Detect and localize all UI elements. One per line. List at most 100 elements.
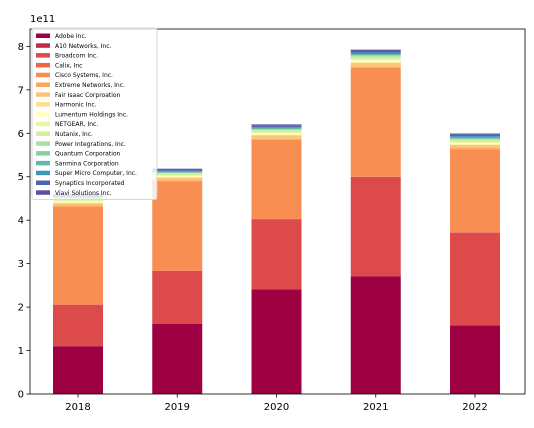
- bar-segment: [450, 136, 500, 138]
- bar-segment: [152, 270, 203, 324]
- y-tick-label: 6: [18, 129, 24, 140]
- bar-segment: [350, 56, 401, 60]
- bar-segment: [251, 138, 302, 140]
- legend-label: Viavi Solutions Inc.: [55, 190, 112, 197]
- bar-segment: [350, 55, 401, 57]
- bar-segment: [350, 276, 401, 394]
- y-tick-label: 4: [18, 216, 24, 227]
- y-tick-label: 7: [18, 85, 24, 96]
- bar-segment: [350, 52, 401, 54]
- bar-segment: [152, 177, 203, 181]
- bar-segment: [53, 346, 103, 394]
- bar-segment: [152, 168, 203, 170]
- bar-segment: [152, 323, 203, 394]
- bar-segment: [450, 148, 500, 150]
- bar-segment: [53, 200, 103, 202]
- bar-segment: [450, 145, 500, 149]
- legend-swatch: [36, 92, 50, 97]
- y-axis-multiplier-label: 1e11: [30, 14, 55, 25]
- y-tick-label: 3: [18, 259, 24, 270]
- x-tick-label: 2020: [264, 402, 289, 413]
- legend-label: Extreme Networks, Inc.: [55, 82, 125, 89]
- legend-label: Super Micro Computer, Inc.: [55, 170, 137, 177]
- bar-segment: [450, 232, 500, 326]
- y-tick-label: 8: [18, 42, 24, 53]
- bar-segment: [152, 175, 203, 176]
- bar-segment: [53, 201, 103, 203]
- bar-segment: [251, 127, 302, 130]
- legend-label: Synaptics Incorporated: [55, 180, 125, 187]
- bar-segment: [450, 141, 500, 143]
- y-tick-label: 2: [18, 303, 24, 314]
- legend-swatch: [36, 62, 50, 68]
- bar-segment: [53, 304, 103, 346]
- bar-segment: [251, 129, 302, 131]
- bar-segment: [152, 171, 203, 173]
- bar-segment: [350, 49, 401, 51]
- legend-label: Calix, Inc: [55, 62, 82, 69]
- bar-segment: [53, 203, 103, 206]
- legend-label: Harmonic Inc.: [55, 102, 97, 109]
- bar-segment: [53, 206, 103, 305]
- bar-segment: [450, 149, 500, 233]
- legend-label: NETGEAR, Inc.: [55, 121, 98, 128]
- bar-segment: [152, 181, 203, 271]
- bar-segment: [450, 142, 500, 145]
- x-tick-label: 2019: [165, 402, 190, 413]
- bar-segment: [450, 134, 500, 137]
- legend-label: Lumentum Holdings Inc.: [55, 111, 128, 118]
- legend-label: A10 Networks, Inc.: [55, 43, 112, 50]
- legend-label: Quantum Corporation: [55, 151, 121, 158]
- legend-swatch: [36, 190, 50, 195]
- plot-frame: [29, 28, 526, 395]
- bar-segment: [350, 59, 401, 61]
- x-tick-label: 2018: [65, 402, 90, 413]
- y-tick-label: 0: [18, 390, 24, 401]
- bar-segment: [251, 124, 302, 126]
- legend-swatch: [36, 160, 50, 166]
- y-tick-label: 1: [18, 346, 24, 357]
- bar-segment: [152, 175, 203, 178]
- bar-segment: [350, 66, 401, 68]
- bar-segment: [350, 50, 401, 53]
- legend-swatch: [36, 121, 50, 127]
- bar-segment: [251, 135, 302, 139]
- bar-segment: [251, 133, 302, 136]
- bar-segment: [350, 53, 401, 56]
- legend-label: Power Integrations, Inc.: [55, 141, 126, 148]
- bar-segment: [152, 180, 203, 182]
- legend-swatch: [36, 180, 50, 185]
- legend-swatch: [36, 170, 50, 176]
- legend-swatch: [36, 111, 50, 117]
- legend-swatch: [36, 82, 50, 87]
- bar-segment: [251, 125, 302, 127]
- bar-segment: [450, 137, 500, 139]
- bar-segment: [251, 130, 302, 133]
- bar-segment: [251, 219, 302, 290]
- bar-segment: [350, 67, 401, 177]
- legend-label: Sanmina Corporation: [55, 160, 119, 167]
- bar-segment: [152, 173, 203, 175]
- legend-label: Nutanix, Inc.: [55, 131, 93, 138]
- y-tick-label: 5: [18, 172, 24, 183]
- bar-segment: [450, 133, 500, 135]
- legend-swatch: [36, 141, 50, 146]
- bars-layer: [53, 49, 500, 394]
- bar-segment: [251, 289, 302, 394]
- legend-swatch: [36, 151, 50, 156]
- legend-swatch: [36, 53, 50, 58]
- legend-label: Broadcom Inc.: [55, 53, 98, 60]
- legend: Adobe Inc. A10 Networks, Inc. Broadcom Inc…: [31, 27, 158, 201]
- bar-segment: [152, 169, 203, 171]
- bar-segment: [152, 170, 203, 172]
- x-tick-label: 2021: [363, 402, 388, 413]
- legend-swatch: [36, 33, 50, 38]
- axes-layer: 0 1 2 3 4 5 6 7 8 2018 2019 2020 2021 2022: [18, 28, 526, 413]
- legend-label: Adobe Inc.: [55, 33, 87, 40]
- legend-swatch: [36, 131, 50, 136]
- legend-box: [31, 27, 158, 201]
- legend-swatch: [36, 72, 50, 78]
- bar-segment: [350, 60, 401, 63]
- legend-swatch: [36, 102, 50, 107]
- bar-segment: [53, 205, 103, 207]
